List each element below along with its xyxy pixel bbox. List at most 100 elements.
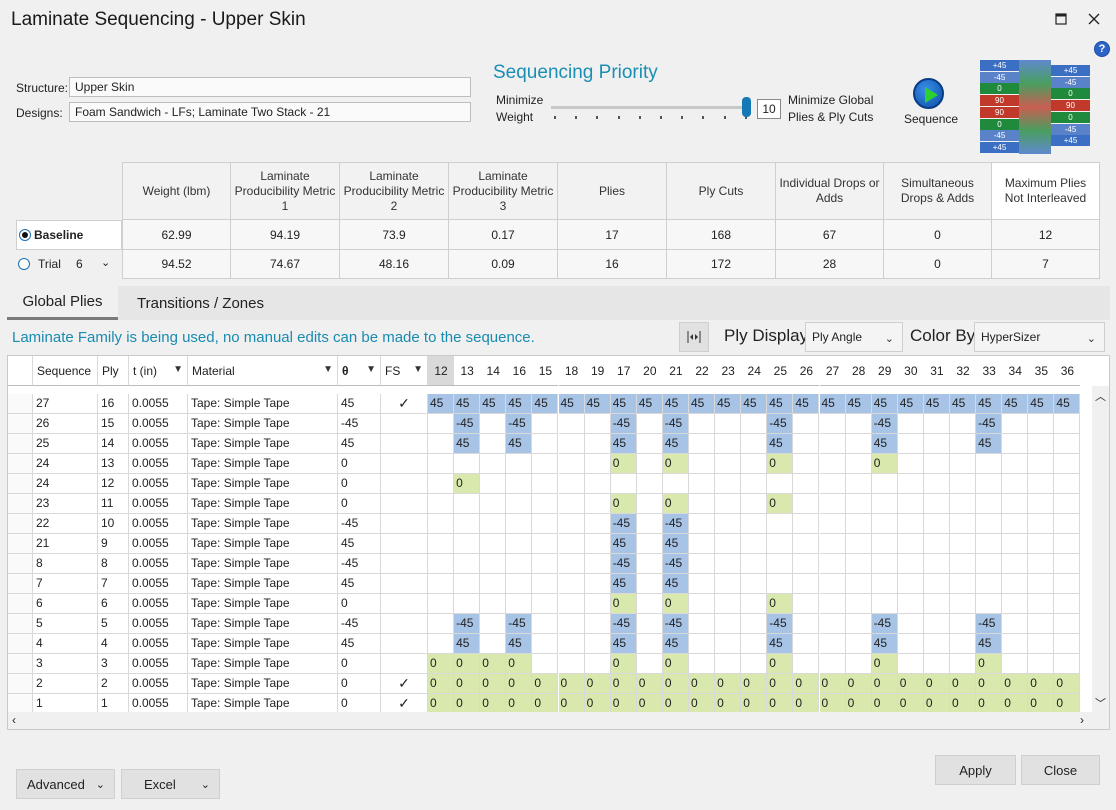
zone-cell[interactable]: 45: [1054, 394, 1081, 414]
zone-cell[interactable]: [506, 554, 533, 574]
zone-cell[interactable]: [819, 634, 846, 654]
zone-cell[interactable]: [480, 554, 507, 574]
zone-cell[interactable]: 0: [480, 674, 507, 694]
zone-cell[interactable]: [558, 414, 585, 434]
zone-cell[interactable]: 0: [741, 694, 768, 714]
zone-cell[interactable]: [480, 534, 507, 554]
grid-cell[interactable]: 5: [98, 614, 129, 634]
zone-cell[interactable]: [845, 614, 872, 634]
zone-cell[interactable]: 0: [845, 694, 872, 714]
grid-cell[interactable]: 1: [33, 694, 98, 714]
zone-cell[interactable]: -45: [767, 614, 794, 634]
zone-cell[interactable]: 0: [610, 494, 637, 514]
zone-cell[interactable]: [428, 534, 455, 554]
zone-header[interactable]: 15: [532, 356, 559, 386]
zone-cell[interactable]: 0: [819, 694, 846, 714]
grid-cell[interactable]: Tape: Simple Tape: [188, 634, 338, 654]
zone-cell[interactable]: [923, 534, 950, 554]
grid-cell[interactable]: 0.0055: [129, 694, 188, 714]
zone-cell[interactable]: [1002, 614, 1029, 634]
grid-cell[interactable]: Tape: Simple Tape: [188, 394, 338, 414]
zone-cell[interactable]: [689, 414, 716, 434]
zone-cell[interactable]: [950, 654, 977, 674]
zone-cell[interactable]: [976, 514, 1003, 534]
grid-cell[interactable]: [381, 494, 428, 514]
zone-cell[interactable]: 0: [636, 674, 663, 694]
grid-cell[interactable]: 24: [33, 454, 98, 474]
zone-cell[interactable]: [636, 434, 663, 454]
zone-cell[interactable]: [845, 474, 872, 494]
zone-cell[interactable]: [897, 494, 924, 514]
zone-cell[interactable]: [532, 474, 559, 494]
zone-cell[interactable]: [662, 474, 689, 494]
close-button[interactable]: Close: [1021, 755, 1100, 785]
zone-cell[interactable]: [1054, 654, 1081, 674]
grid-cell[interactable]: 10: [98, 514, 129, 534]
zone-cell[interactable]: [454, 594, 481, 614]
grid-cell[interactable]: [381, 654, 428, 674]
zone-cell[interactable]: [480, 414, 507, 434]
zone-cell[interactable]: [689, 654, 716, 674]
zone-cell[interactable]: [897, 434, 924, 454]
zone-cell[interactable]: [428, 494, 455, 514]
zone-cell[interactable]: 0: [428, 694, 455, 714]
row-selector[interactable]: [8, 674, 33, 694]
zone-cell[interactable]: [532, 514, 559, 534]
zone-cell[interactable]: -45: [662, 514, 689, 534]
zone-cell[interactable]: [1002, 454, 1029, 474]
zone-cell[interactable]: 45: [845, 394, 872, 414]
zone-cell[interactable]: -45: [610, 514, 637, 534]
zone-cell[interactable]: -45: [610, 554, 637, 574]
zone-cell[interactable]: 0: [767, 494, 794, 514]
zone-cell[interactable]: 45: [610, 634, 637, 654]
row-selector[interactable]: [8, 454, 33, 474]
zone-cell[interactable]: [793, 654, 820, 674]
zone-cell[interactable]: [480, 594, 507, 614]
zone-cell[interactable]: 0: [715, 694, 742, 714]
grid-cell[interactable]: 16: [98, 394, 129, 414]
row-selector[interactable]: [8, 554, 33, 574]
zone-cell[interactable]: [976, 534, 1003, 554]
zone-cell[interactable]: [1054, 554, 1081, 574]
zone-cell[interactable]: [741, 634, 768, 654]
row-selector[interactable]: [8, 574, 33, 594]
zone-cell[interactable]: [1028, 654, 1055, 674]
zone-cell[interactable]: [897, 554, 924, 574]
zone-cell[interactable]: 0: [1002, 694, 1029, 714]
zone-cell[interactable]: [741, 614, 768, 634]
zone-cell[interactable]: [636, 474, 663, 494]
zone-cell[interactable]: [532, 594, 559, 614]
zone-cell[interactable]: [793, 614, 820, 634]
zone-cell[interactable]: 45: [532, 394, 559, 414]
zone-cell[interactable]: 45: [480, 394, 507, 414]
zone-cell[interactable]: 45: [871, 394, 898, 414]
zone-cell[interactable]: [793, 494, 820, 514]
grid-cell[interactable]: 7: [33, 574, 98, 594]
zone-cell[interactable]: [845, 494, 872, 514]
zone-cell[interactable]: 0: [1028, 694, 1055, 714]
zone-cell[interactable]: [976, 494, 1003, 514]
zone-cell[interactable]: [532, 534, 559, 554]
zone-cell[interactable]: [715, 554, 742, 574]
zone-cell[interactable]: 0: [1054, 694, 1081, 714]
zone-cell[interactable]: [1054, 614, 1081, 634]
zone-cell[interactable]: 0: [454, 474, 481, 494]
zone-cell[interactable]: [428, 454, 455, 474]
zone-cell[interactable]: [636, 574, 663, 594]
zone-cell[interactable]: [923, 414, 950, 434]
zone-cell[interactable]: [454, 574, 481, 594]
zone-cell[interactable]: 45: [976, 394, 1003, 414]
grid-cell[interactable]: [381, 514, 428, 534]
zone-cell[interactable]: [1054, 474, 1081, 494]
zone-cell[interactable]: 0: [897, 674, 924, 694]
zone-cell[interactable]: 0: [871, 654, 898, 674]
apply-button[interactable]: Apply: [935, 755, 1016, 785]
zone-cell[interactable]: 45: [689, 394, 716, 414]
zone-cell[interactable]: [532, 574, 559, 594]
advanced-button[interactable]: Advanced ⌄: [16, 769, 115, 799]
zone-cell[interactable]: -45: [610, 414, 637, 434]
zone-header[interactable]: 27: [819, 356, 846, 386]
zone-cell[interactable]: [584, 614, 611, 634]
zone-cell[interactable]: -45: [454, 414, 481, 434]
zone-cell[interactable]: [845, 654, 872, 674]
